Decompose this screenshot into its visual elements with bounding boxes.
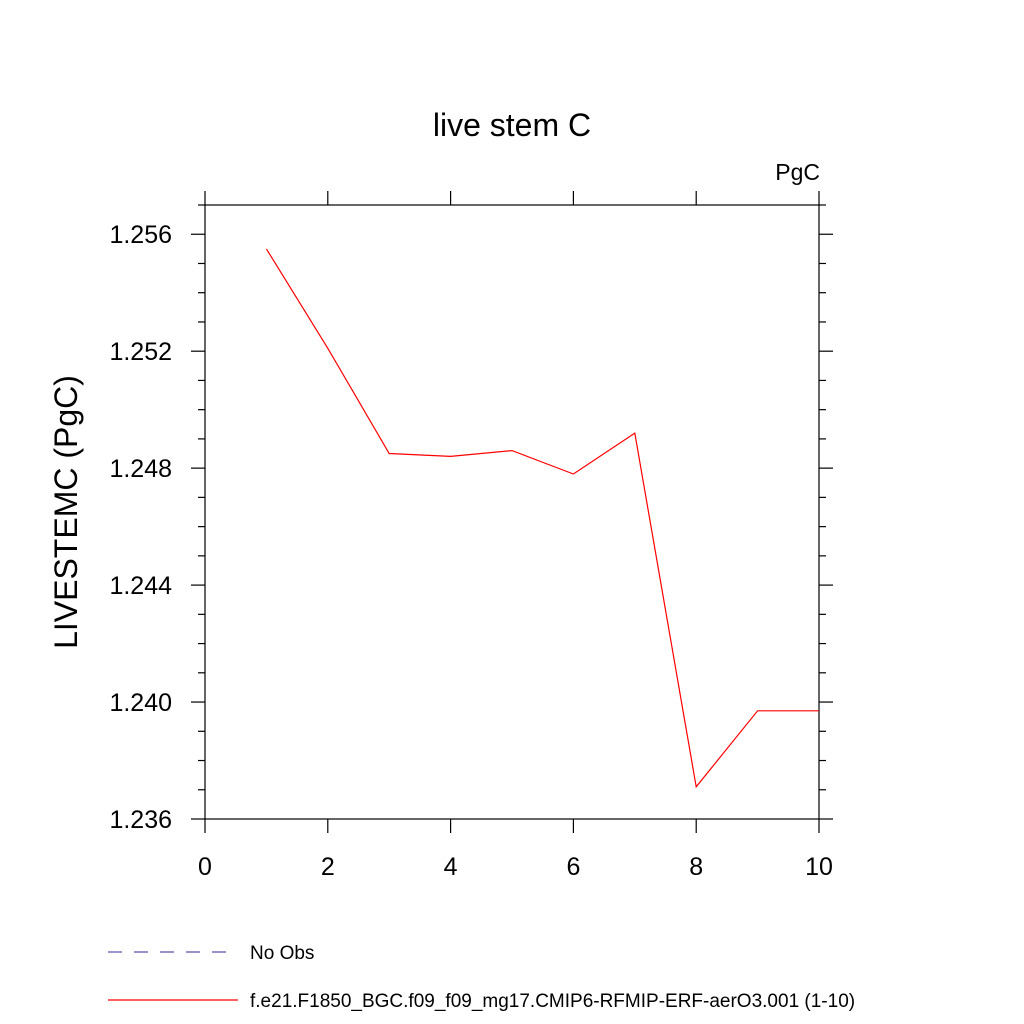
x-tick-labels: 0 2 4 6 8 10	[198, 853, 833, 881]
axis-ticks	[191, 191, 833, 833]
x-tick-label: 6	[566, 853, 580, 881]
legend-label: No Obs	[250, 943, 314, 964]
y-tick-label: 1.236	[109, 806, 172, 834]
x-tick-label: 10	[805, 853, 833, 881]
series-layer	[265, 248, 819, 789]
y-tick-label: 1.248	[109, 455, 172, 483]
x-tick-label: 4	[444, 853, 458, 881]
y-tick-label: 1.256	[109, 221, 172, 249]
y-tick-label: 1.252	[109, 338, 172, 366]
series-line	[265, 248, 819, 789]
y-tick-label: 1.240	[109, 689, 172, 717]
y-tick-labels: 1.236 1.240 1.244 1.248 1.252 1.256	[109, 221, 172, 834]
plot-frame	[204, 204, 820, 820]
x-tick-label: 8	[689, 853, 703, 881]
y-axis-label: LIVESTEMC (PgC)	[48, 375, 84, 649]
y-tick-label: 1.244	[109, 572, 172, 600]
legend: No Obs f.e21.F1850_BGC.f09_f09_mg17.CMIP6…	[108, 943, 855, 1012]
x-tick-label: 0	[198, 853, 212, 881]
legend-label: f.e21.F1850_BGC.f09_f09_mg17.CMIP6-RFMIP…	[250, 991, 855, 1012]
chart-title: live stem C	[433, 107, 591, 143]
units-label: PgC	[775, 159, 820, 185]
x-tick-label: 2	[321, 853, 335, 881]
